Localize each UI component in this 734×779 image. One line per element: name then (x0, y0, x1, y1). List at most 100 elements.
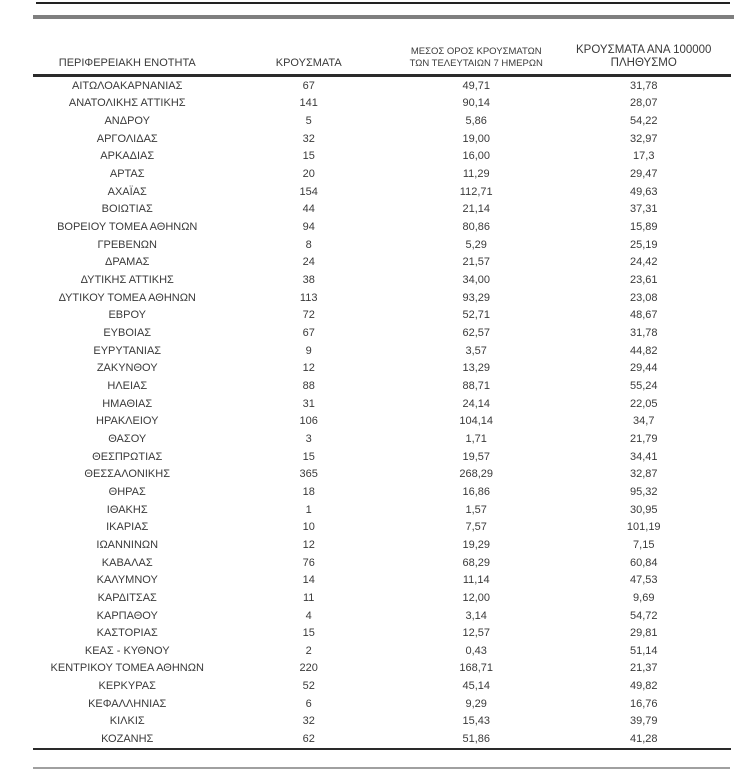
cases-cell: 20 (302, 168, 315, 181)
cases-cell: 67 (302, 327, 315, 340)
cases-cell: 72 (302, 309, 315, 322)
region-cell: ΙΩΑΝΝΙΝΩΝ (96, 538, 159, 551)
table-header: ΠΕΡΙΦΕΡΕΙΑΚΗ ΕΝΟΤΗΤΑ ΚΡΟΥΣΜΑΤΑ ΜΕΣΟΣ ΟΡΟ… (33, 44, 731, 77)
bottom-divider (33, 767, 730, 769)
region-cell: ΑΝΔΡΟΥ (104, 115, 150, 128)
cases-per-100k-cell: 29,44 (629, 362, 658, 375)
region-cell: ΚΟΖΑΝΗΣ (101, 733, 154, 746)
table-row: ΚΑΣΤΟΡΙΑΣ 15 12,57 29,81 (33, 624, 731, 642)
avg-7-days-cell: 104,14 (459, 415, 494, 428)
cases-per-100k-cell: 44,82 (629, 344, 658, 357)
table-row: ΚΕΝΤΡΙΚΟΥ ΤΟΜΕΑ ΑΘΗΝΩΝ 220 168,71 21,37 (33, 660, 731, 678)
cases-per-100k-cell: 23,08 (629, 291, 658, 304)
region-cell: ΗΡΑΚΛΕΙΟΥ (96, 415, 159, 428)
cases-cell: 76 (302, 556, 315, 569)
avg-7-days-cell: 52,71 (462, 309, 490, 322)
cases-cell: 44 (302, 203, 315, 216)
table-row: ΗΡΑΚΛΕΙΟΥ 106 104,14 34,7 (33, 412, 731, 430)
cases-cell: 67 (302, 79, 315, 92)
cases-cell: 154 (299, 185, 318, 198)
table-row: ΑΡΓΟΛΙΔΑΣ 32 19,00 32,97 (33, 130, 731, 148)
table-row: ΔΥΤΙΚΗΣ ΑΤΤΙΚΗΣ 38 34,00 23,61 (33, 271, 731, 289)
cases-per-100k-cell: 29,47 (629, 168, 658, 181)
avg-7-days-cell: 16,86 (462, 485, 490, 498)
region-cell: ΘΑΣΟΥ (108, 432, 147, 445)
cases-cell: 106 (299, 415, 318, 428)
avg-7-days-cell: 68,29 (462, 556, 490, 569)
table-row: ΓΡΕΒΕΝΩΝ 8 5,29 25,19 (33, 236, 731, 254)
region-cell: ΖΑΚΥΝΘΟΥ (96, 362, 158, 375)
avg-7-days-cell: 19,29 (462, 538, 490, 551)
table-row: ΗΜΑΘΙΑΣ 31 24,14 22,05 (33, 395, 731, 413)
region-cell: ΔΥΤΙΚΟΥ ΤΟΜΕΑ ΑΘΗΝΩΝ (58, 291, 196, 304)
cases-per-100k-cell: 95,32 (629, 485, 658, 498)
region-cell: ΒΟΡΕΙΟΥ ΤΟΜΕΑ ΑΘΗΝΩΝ (57, 221, 198, 234)
avg-7-days-cell: 112,71 (459, 185, 493, 198)
cases-per-100k-cell: 25,19 (629, 238, 658, 251)
avg-7-days-cell: 11,14 (462, 574, 490, 587)
table-row: ΑΝΔΡΟΥ 5 5,86 54,22 (33, 112, 731, 130)
table-row: ΗΛΕΙΑΣ 88 88,71 55,24 (33, 377, 731, 395)
region-cell: ΚΑΡΔΙΤΣΑΣ (97, 591, 157, 604)
table-row: ΚΕΡΚΥΡΑΣ 52 45,14 49,82 (33, 677, 731, 695)
avg-7-days-cell: 49,71 (462, 79, 490, 92)
table-row: ΘΗΡΑΣ 18 16,86 95,32 (33, 483, 731, 501)
table-row: ΚΑΡΔΙΤΣΑΣ 11 12,00 9,69 (33, 589, 731, 607)
region-cell: ΙΚΑΡΙΑΣ (106, 521, 149, 534)
avg-7-days-cell: 62,57 (462, 327, 490, 340)
cases-cell: 1 (305, 503, 312, 516)
avg-7-days-cell: 24,14 (462, 397, 490, 410)
table-row: ΙΘΑΚΗΣ 1 1,57 30,95 (33, 501, 731, 519)
table-row: ΒΟΡΕΙΟΥ ΤΟΜΕΑ ΑΘΗΝΩΝ 94 80,86 15,89 (33, 218, 731, 236)
table-row: ΖΑΚΥΝΘΟΥ 12 13,29 29,44 (33, 360, 731, 378)
region-cell: ΔΡΑΜΑΣ (104, 256, 150, 269)
cases-cell: 365 (299, 468, 318, 481)
region-cell: ΔΥΤΙΚΗΣ ΑΤΤΙΚΗΣ (80, 274, 174, 287)
cases-cell: 8 (305, 238, 312, 251)
cases-cell: 62 (302, 733, 315, 746)
avg-7-days-cell: 168,71 (459, 662, 494, 675)
header-cases-per-100k: ΚΡΟΥΣΜΑΤΑ ΑΝΑ 100000 ΠΛΗΘΥΣΜΟ (556, 44, 731, 77)
region-cell: ΕΥΒΟΙΑΣ (103, 327, 152, 340)
cases-per-100k-cell: 101,19 (626, 521, 661, 534)
cases-per-100k-cell: 16,76 (629, 697, 658, 710)
cases-cell: 113 (299, 291, 318, 304)
table-row: ΔΥΤΙΚΟΥ ΤΟΜΕΑ ΑΘΗΝΩΝ 113 93,29 23,08 (33, 289, 731, 307)
cases-cell: 6 (305, 697, 312, 710)
table-row: ΚΕΦΑΛΛΗΝΙΑΣ 6 9,29 16,76 (33, 695, 731, 713)
table-row: ΕΥΡΥΤΑΝΙΑΣ 9 3,57 44,82 (33, 342, 731, 360)
cases-cell: 9 (305, 344, 312, 357)
table-row: ΑΧΑΪΑΣ 154 112,71 49,63 (33, 183, 731, 201)
cases-per-100k-cell: 31,78 (629, 327, 658, 340)
table-row: ΚΑΛΥΜΝΟΥ 14 11,14 47,53 (33, 571, 731, 589)
avg-7-days-cell: 12,57 (462, 627, 490, 640)
table-row: ΘΑΣΟΥ 3 1,71 21,79 (33, 430, 731, 448)
header-cases: ΚΡΟΥΣΜΑΤΑ (221, 44, 396, 77)
region-cell: ΑΝΑΤΟΛΙΚΗΣ ΑΤΤΙΚΗΣ (68, 97, 186, 110)
table-row: ΑΝΑΤΟΛΙΚΗΣ ΑΤΤΙΚΗΣ 141 90,14 28,07 (33, 95, 731, 113)
cases-cell: 220 (299, 662, 318, 675)
region-cell: ΙΘΑΚΗΣ (106, 503, 148, 516)
cases-per-100k-cell: 21,79 (629, 432, 658, 445)
table-row: ΙΩΑΝΝΙΝΩΝ 12 19,29 7,15 (33, 536, 731, 554)
cases-cell: 4 (305, 609, 312, 622)
cases-per-100k-cell: 9,69 (633, 591, 655, 604)
cases-cell: 15 (302, 627, 315, 640)
table-row: ΘΕΣΠΡΩΤΙΑΣ 15 19,57 34,41 (33, 448, 731, 466)
regional-cases-table: ΠΕΡΙΦΕΡΕΙΑΚΗ ΕΝΟΤΗΤΑ ΚΡΟΥΣΜΑΤΑ ΜΕΣΟΣ ΟΡΟ… (33, 44, 731, 750)
table-row: ΒΟΙΩΤΙΑΣ 44 21,14 37,31 (33, 201, 731, 219)
avg-7-days-cell: 13,29 (462, 362, 490, 375)
region-cell: ΚΑΣΤΟΡΙΑΣ (96, 627, 158, 640)
avg-7-days-cell: 3,57 (465, 344, 487, 357)
cases-cell: 52 (302, 680, 315, 693)
avg-7-days-cell: 45,14 (462, 680, 490, 693)
header-avg-7-days: ΜΕΣΟΣ ΟΡΟΣ ΚΡΟΥΣΜΑΤΩΝ ΤΩΝ ΤΕΛΕΥΤΑΙΩΝ 7 Η… (395, 44, 557, 77)
cases-per-100k-cell: 47,53 (629, 574, 658, 587)
avg-7-days-cell: 19,57 (462, 450, 490, 463)
cases-cell: 32 (302, 715, 315, 728)
cases-cell: 14 (302, 574, 315, 587)
region-cell: ΘΕΣΣΑΛΟΝΙΚΗΣ (84, 468, 171, 481)
avg-7-days-cell: 15,43 (462, 715, 490, 728)
table-row: ΑΡΚΑΔΙΑΣ 15 16,00 17,3 (33, 148, 731, 166)
cases-cell: 15 (302, 150, 315, 163)
